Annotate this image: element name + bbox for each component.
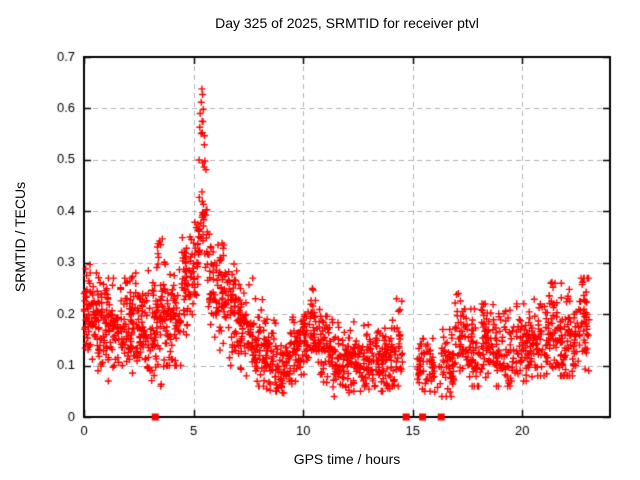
chart: Day 325 of 2025, SRMTID for receiver ptv…	[0, 0, 640, 480]
scatter-plot-canvas	[0, 0, 640, 480]
